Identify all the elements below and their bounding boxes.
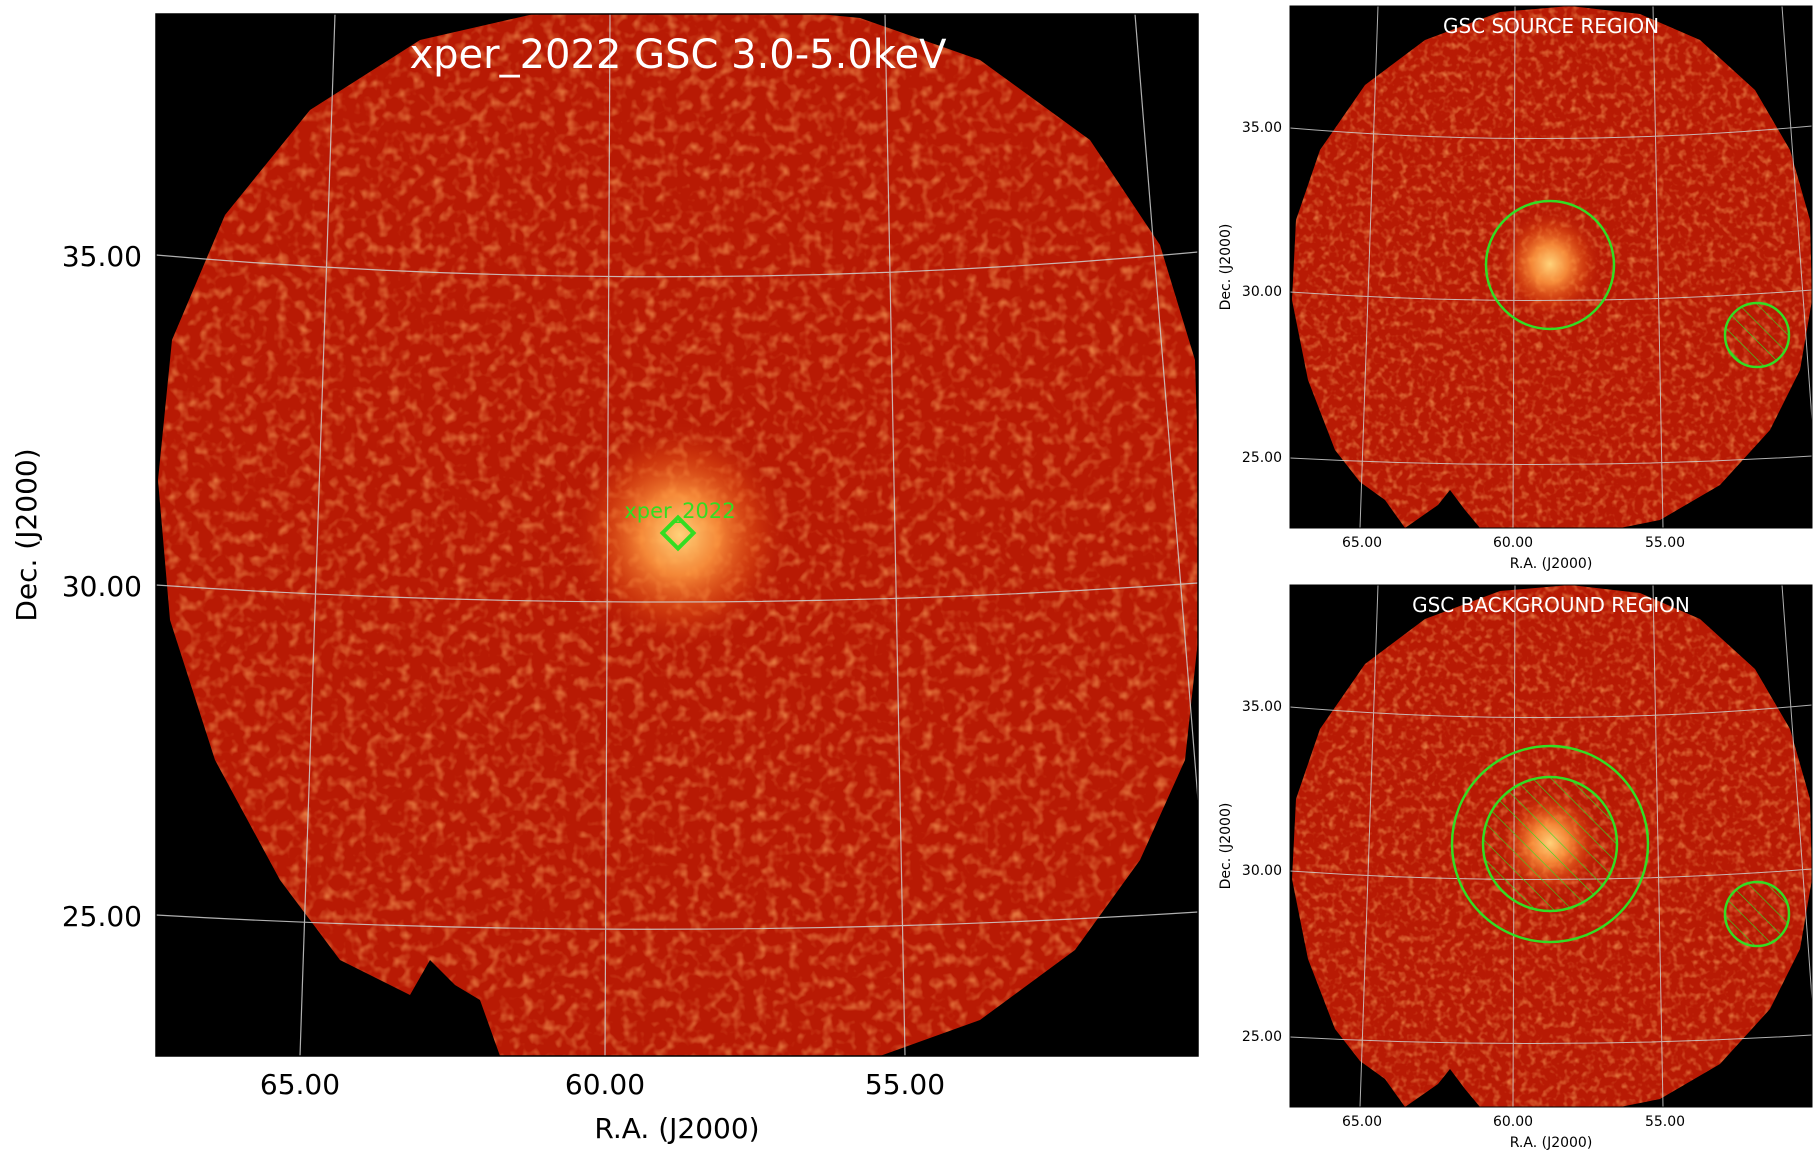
main-image-panel: xper_2022 xper_2022 GSC 3.0-5.0keV 35.00… [10,13,1199,1145]
source-emission [1498,209,1602,319]
main-y-axis-label: Dec. (J2000) [10,448,43,621]
coordinate-grid [156,14,1198,1056]
background-dec-tick-label: 30.00 [1242,863,1282,879]
source-label: xper_2022 [624,499,735,524]
source-ra-tick-label: 55.00 [1645,535,1685,551]
background-x-axis-label: R.A. (J2000) [1510,1135,1593,1151]
background-ra-tick-label: 65.00 [1342,1114,1382,1130]
background-dec-tick-label: 25.00 [1242,1029,1282,1045]
main-dec-tick-label: 25.00 [62,900,142,933]
main-ra-tick-label: 60.00 [565,1068,645,1101]
main-plot-frame [155,13,1199,1057]
background-ra-tick-label: 55.00 [1645,1114,1685,1130]
main-ra-tick-label: 55.00 [865,1068,945,1101]
background-region-circle [1723,301,1791,369]
background-region-panel: GSC BACKGROUND REGION 35.00 30.00 25.00 … [1218,584,1813,1151]
background-dec-tick-label: 35.00 [1242,699,1282,715]
background-ra-tick-label: 60.00 [1493,1114,1533,1130]
main-ra-tick-label: 65.00 [260,1068,340,1101]
main-x-axis-label: R.A. (J2000) [594,1112,759,1145]
background-panel-title: GSC BACKGROUND REGION [1412,593,1690,617]
source-region-panel: GSC SOURCE REGION 35.00 30.00 25.00 65.0… [1218,5,1813,572]
source-marker [659,514,697,552]
source-dec-tick-label: 35.00 [1242,120,1282,136]
source-ra-tick-label: 65.00 [1342,535,1382,551]
main-dec-tick-label: 30.00 [62,570,142,603]
source-y-axis-label: Dec. (J2000) [1218,224,1234,311]
main-dec-tick-label: 35.00 [62,240,142,273]
background-y-axis-label: Dec. (J2000) [1218,803,1234,890]
coordinate-grid [1290,6,1812,528]
background-plot-frame [1289,584,1813,1108]
source-dec-tick-label: 30.00 [1242,284,1282,300]
main-title: xper_2022 GSC 3.0-5.0keV [409,32,947,78]
excluded-region-circle [1723,880,1791,948]
source-dec-tick-label: 25.00 [1242,450,1282,466]
source-x-axis-label: R.A. (J2000) [1510,556,1593,572]
source-ra-tick-label: 60.00 [1493,535,1533,551]
source-region-circle [1484,199,1616,331]
source-panel-title: GSC SOURCE REGION [1443,14,1659,38]
excluded-source-circle [1481,775,1619,913]
source-emission [570,420,790,650]
annulus-outer-circle [1450,744,1650,944]
source-plot-frame [1289,5,1813,529]
